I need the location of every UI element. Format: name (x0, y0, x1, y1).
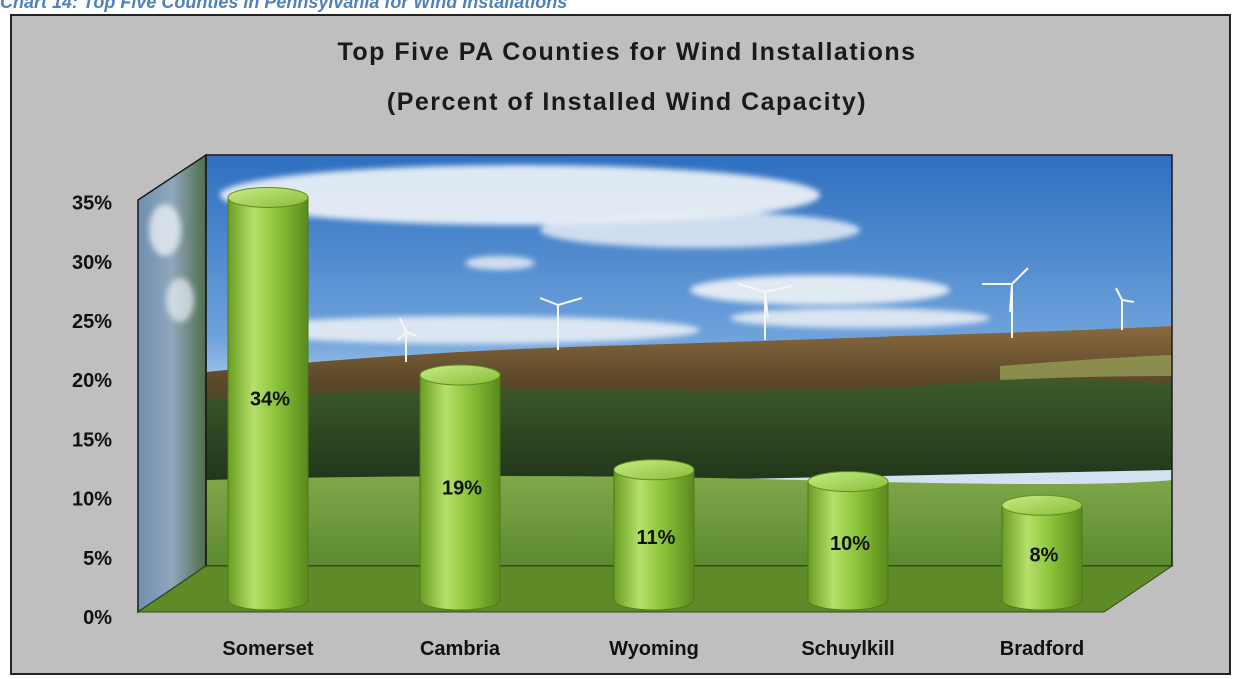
chart-side-wall (138, 155, 206, 612)
side-wall-clouds (149, 204, 194, 322)
x-category-label: Somerset (222, 638, 313, 660)
bar: 34% (227, 186, 309, 611)
x-category-label: Cambria (420, 638, 501, 660)
y-tick-label: 10% (72, 489, 112, 511)
bar-value-label: 10% (830, 533, 870, 555)
bar-value-label: 34% (250, 389, 290, 411)
bar-top (807, 471, 889, 493)
chart-caption: Chart 14: Top Five Counties in Pennsylva… (0, 0, 568, 12)
y-tick-label: 25% (72, 311, 112, 333)
y-axis: 0% 5% 10% 15% 20% 25% 30% 35% (72, 193, 112, 629)
y-tick-label: 5% (83, 548, 112, 570)
bar-top (613, 459, 695, 481)
bar-body (807, 481, 889, 611)
bar: 11% (613, 459, 695, 611)
x-category-label: Wyoming (609, 638, 699, 660)
chart-title-line-2: (Percent of Installed Wind Capacity) (387, 88, 867, 116)
bar-body (613, 469, 695, 611)
y-tick-label: 15% (72, 429, 112, 451)
y-tick-label: 35% (72, 193, 112, 215)
bar: 10% (807, 471, 889, 611)
bar-body (227, 196, 309, 611)
bar-body (1001, 504, 1083, 611)
x-axis: Somerset Cambria Wyoming Schuylkill Bradford (222, 638, 1084, 660)
chart-title-line-1: Top Five PA Counties for Wind Installati… (337, 38, 916, 66)
bar-value-label: 11% (637, 527, 676, 549)
y-tick-label: 20% (72, 370, 112, 392)
x-category-label: Bradford (1000, 638, 1084, 660)
bar-value-label: 8% (1030, 545, 1059, 567)
bar-value-label: 19% (442, 478, 482, 500)
y-tick-label: 30% (72, 252, 112, 274)
bar-top (419, 364, 501, 386)
y-tick-label: 0% (83, 607, 112, 629)
bar-top (227, 186, 309, 208)
bars: 34% 19% 11% 10% 8% (227, 186, 1083, 611)
bar: 19% (419, 364, 501, 611)
bar-body (419, 374, 501, 611)
x-category-label: Schuylkill (801, 638, 894, 660)
wind-turbines (397, 267, 1135, 362)
bar-top (1001, 494, 1083, 516)
bar: 8% (1001, 494, 1083, 611)
